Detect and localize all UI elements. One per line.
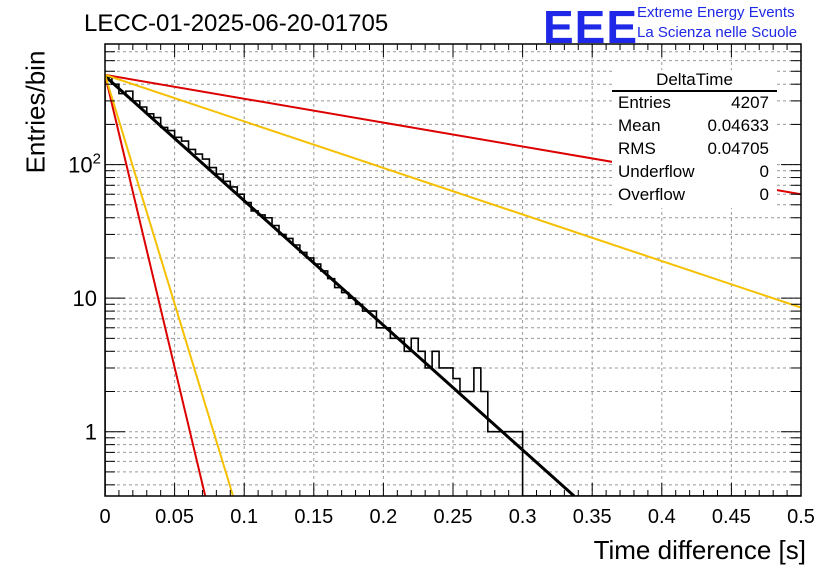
x-tick-label: 0 [99,506,110,528]
x-tick-label: 0.5 [787,506,815,528]
x-tick-label: 0.15 [294,506,333,528]
stats-value: 0.04705 [707,139,769,158]
x-tick-label: 0.25 [434,506,473,528]
bound-curve [105,74,235,496]
stats-key: Entries [618,93,671,112]
x-tick-label: 0.1 [230,506,258,528]
stats-key: Overflow [618,185,686,204]
y-tick-label: 102 [68,151,101,178]
x-tick-label: 0.2 [369,506,397,528]
bound-curve [105,74,207,496]
logo-line-2: La Scienza nelle Scuole [637,24,798,41]
stats-divider [612,90,777,92]
y-tick-label: 1 [85,420,97,445]
plot-title: LECC-01-2025-06-20-01705 [84,10,389,37]
y-tick-label: 10 [73,286,97,311]
stats-row-rms: RMS 0.04705 [618,139,769,161]
x-tick-label: 0.35 [573,506,612,528]
stats-key: RMS [618,139,656,158]
fit-curve [105,74,576,496]
y-axis-label: Entries/bin [20,50,51,174]
stats-box: DeltaTime Entries 4207 Mean 0.04633 RMS … [612,70,777,208]
bound-curve [105,73,801,309]
x-tick-label: 0.45 [712,506,751,528]
stats-value: 0 [759,185,769,204]
stats-row-entries: Entries 4207 [618,93,769,115]
x-axis-label: Time difference [s] [593,535,806,565]
stats-title: DeltaTime [656,70,733,89]
stats-value: 4207 [731,93,769,112]
x-tick-label: 0.05 [155,506,194,528]
stats-row-overflow: Overflow 0 [618,185,769,207]
stats-row-mean: Mean 0.04633 [618,116,769,138]
stats-row-underflow: Underflow 0 [618,162,769,184]
stats-value: 0 [759,162,769,181]
logo-line-1: Extreme Energy Events [637,4,795,21]
stats-key: Mean [618,116,661,135]
stats-value: 0.04633 [707,116,769,135]
x-tick-label: 0.3 [509,506,537,528]
x-tick-label: 0.4 [648,506,676,528]
stats-key: Underflow [618,162,695,181]
